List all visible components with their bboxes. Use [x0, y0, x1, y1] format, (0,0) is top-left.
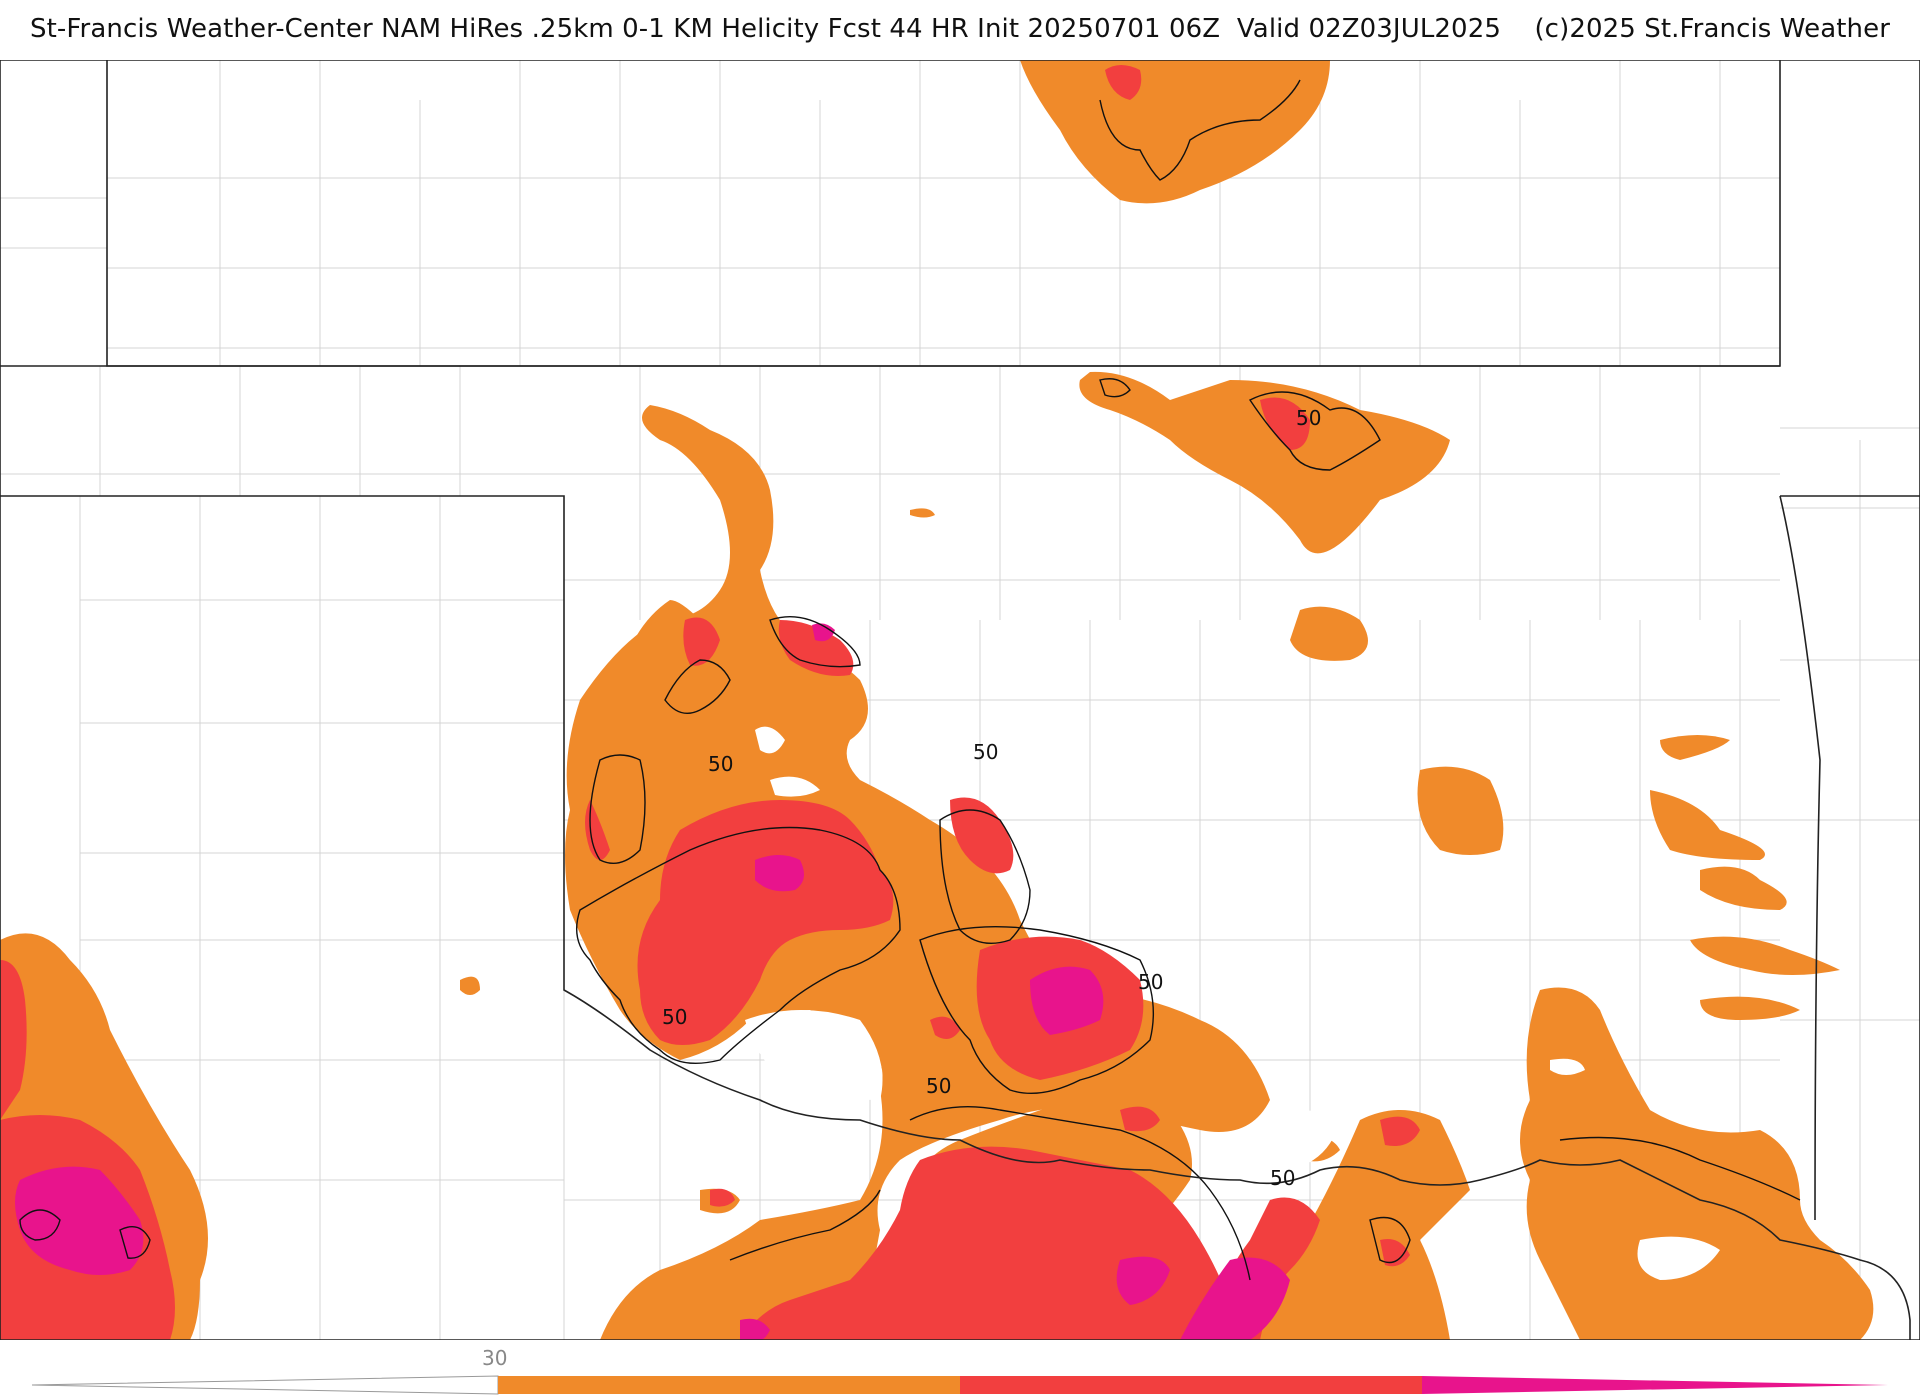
helicity-map: [0, 60, 1920, 1340]
contour-label: 50: [926, 1074, 952, 1098]
contour-lines: [19, 79, 1801, 1281]
map-title: St-Francis Weather-Center NAM HiRes .25k…: [30, 14, 1890, 44]
helicity-magenta-areas: [15, 623, 1290, 1340]
colorbar-band-orange: [498, 1376, 960, 1394]
contour-label: 50: [662, 1005, 688, 1029]
contour-label: 50: [1296, 406, 1322, 430]
colorbar-tick-label: 30: [482, 1346, 508, 1370]
contour-label: 50: [1138, 970, 1164, 994]
colorbar-band-red: [960, 1376, 1422, 1394]
colorbar-low-segment: [31, 1375, 499, 1395]
contour-label: 50: [973, 740, 999, 764]
colorbar-band-magenta: [1422, 1376, 1888, 1394]
helicity-gaps: [745, 726, 1720, 1280]
colorbar: [31, 1375, 1888, 1395]
state-borders: [0, 60, 1920, 1340]
contour-label: 50: [708, 752, 734, 776]
contour-label: 50: [1270, 1166, 1296, 1190]
